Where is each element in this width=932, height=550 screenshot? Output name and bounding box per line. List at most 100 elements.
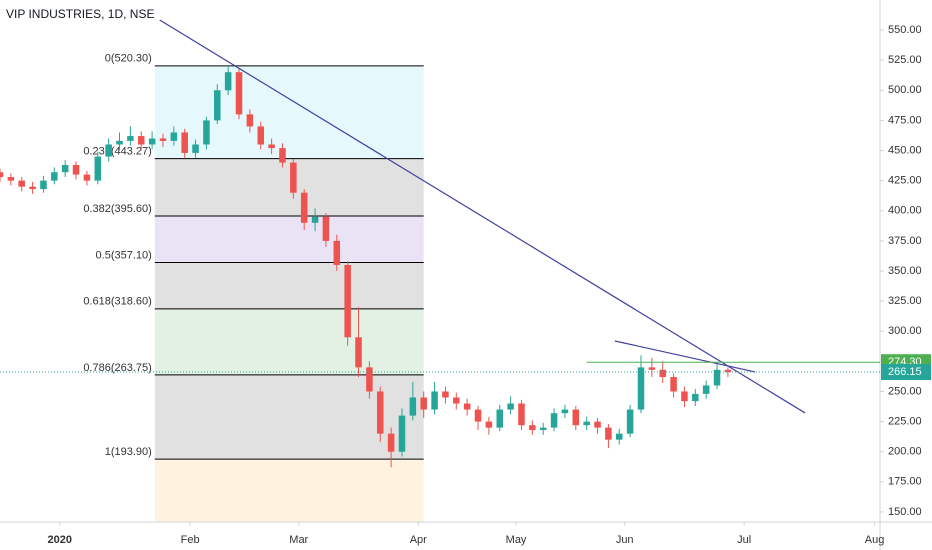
candle (29, 181, 36, 194)
candle (366, 361, 373, 399)
candle-body (344, 264, 351, 338)
candle-body (148, 138, 156, 145)
candle (572, 405, 580, 431)
candle-body (83, 174, 91, 181)
y-tick-label: 475.00 (888, 114, 922, 126)
candle (311, 208, 319, 232)
candle (561, 404, 569, 418)
candle (18, 177, 25, 192)
candle-body (94, 156, 102, 181)
candle (224, 65, 232, 96)
candle-body (268, 144, 275, 149)
candle-body (409, 397, 417, 416)
candle (518, 399, 525, 431)
fib-band (154, 459, 424, 522)
candle (61, 160, 69, 178)
candle (246, 109, 254, 133)
candle (322, 213, 330, 247)
y-tick-label: 375.00 (888, 235, 922, 247)
trend-line (614, 340, 756, 373)
candle (7, 173, 15, 186)
candle-body (116, 140, 123, 145)
candle (192, 139, 199, 158)
x-tick-label: Mar (289, 534, 308, 546)
x-tick-label: 2020 (48, 534, 72, 546)
candle-body (279, 148, 286, 163)
y-tick-label: 150.00 (888, 506, 922, 518)
candle-body (224, 72, 232, 91)
y-tick-label: 400.00 (888, 205, 922, 217)
candle-body (7, 177, 15, 181)
candle (409, 381, 417, 421)
candle (637, 355, 645, 414)
y-tick-label: 450.00 (888, 144, 922, 156)
candle (40, 175, 47, 193)
candle-body (61, 164, 69, 173)
candle-body (0, 172, 4, 178)
x-tick-label: Jul (737, 534, 751, 546)
x-tick-label: Aug (865, 534, 885, 546)
fib-level-label: 0.236(443.27) (83, 146, 152, 158)
candle (94, 151, 102, 185)
candle-body (616, 433, 623, 440)
price-label-box (881, 364, 931, 381)
candle-body (355, 337, 362, 368)
candle (203, 116, 210, 150)
y-tick-label: 250.00 (888, 385, 922, 397)
candle-body (105, 144, 112, 157)
candle (0, 168, 4, 182)
candle (268, 138, 275, 155)
candle-body (127, 136, 134, 141)
candle (594, 417, 601, 434)
candle (453, 392, 460, 410)
candle (474, 405, 482, 431)
chart-title: VIP INDUSTRIES, 1D, NSE (6, 7, 154, 21)
candle-body (333, 240, 341, 265)
candle (648, 357, 656, 378)
candle (72, 161, 80, 180)
candle (148, 131, 156, 150)
candle (344, 261, 351, 346)
candle (127, 126, 134, 146)
candle (300, 189, 308, 231)
x-tick-label: Feb (181, 534, 200, 546)
candle (626, 404, 634, 438)
candle-body (713, 369, 721, 386)
y-tick-label: 350.00 (888, 265, 922, 277)
candle (659, 361, 666, 384)
fib-level-label: 1(193.90) (105, 446, 152, 458)
candle-body (72, 164, 80, 175)
y-tick-label: 175.00 (888, 476, 922, 488)
candle (376, 386, 384, 443)
candle-body (398, 415, 406, 452)
y-tick-label: 300.00 (888, 325, 922, 337)
price-label: 266.15 (888, 366, 922, 378)
candle-body (300, 192, 308, 223)
candle-body (539, 427, 547, 431)
candle-body (648, 367, 656, 370)
candle-body (572, 409, 580, 426)
candle (670, 373, 677, 398)
candle-body (670, 377, 677, 392)
candle (583, 416, 590, 431)
candle-body (290, 162, 297, 193)
candle-body (170, 132, 178, 141)
candle (181, 128, 188, 158)
candle-body (322, 216, 330, 241)
candle-body (257, 126, 264, 145)
candle (724, 367, 732, 378)
y-tick-label: 225.00 (888, 416, 922, 428)
x-tick-label: Apr (410, 534, 427, 546)
candle (170, 126, 178, 146)
fib-band (154, 158, 424, 217)
candle (539, 422, 547, 435)
fib-band (154, 65, 424, 159)
candle (496, 404, 504, 432)
candle (550, 408, 558, 432)
candle (702, 380, 710, 399)
candle (463, 398, 471, 416)
candle-body (18, 180, 25, 187)
candle (713, 362, 721, 390)
